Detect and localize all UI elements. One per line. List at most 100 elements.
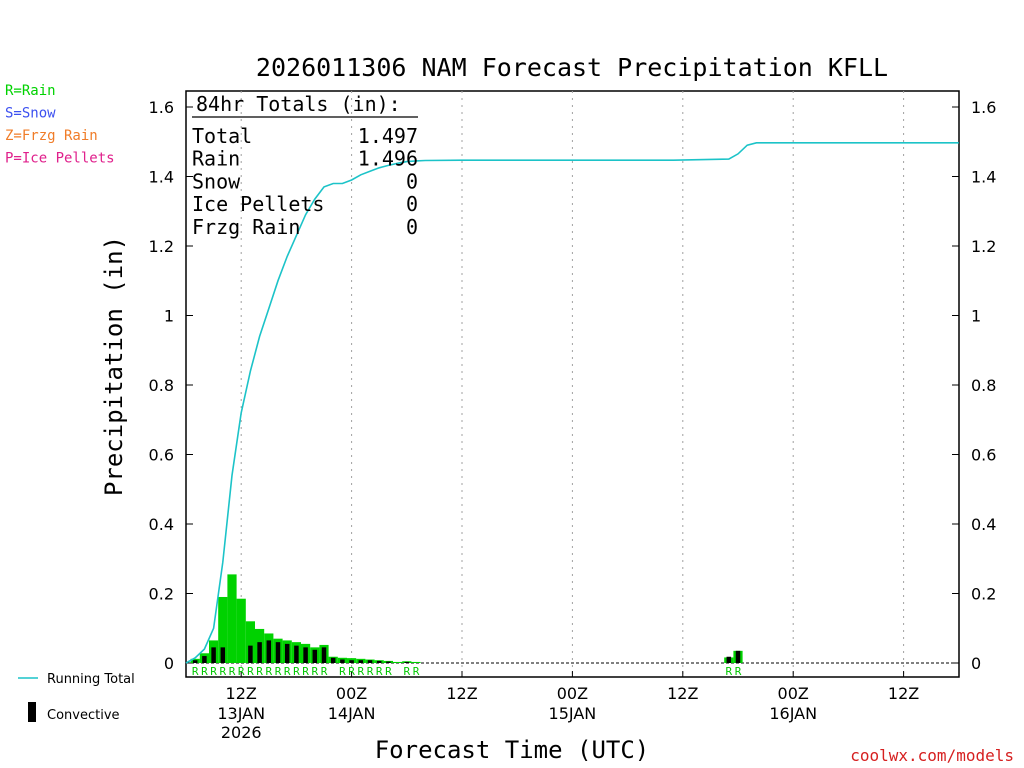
totals-row-value: 0 bbox=[406, 192, 418, 216]
precip-type-code: R bbox=[302, 665, 309, 678]
x-tick-date: 13JAN bbox=[217, 704, 265, 723]
totals-box: 84hr Totals (in): Total 1.497 Rain 1.496 Sno… bbox=[192, 92, 418, 239]
x-tick-label: 12Z bbox=[888, 684, 919, 703]
ptype-legend-item: Z=Frzg Rain bbox=[5, 128, 98, 144]
precip-bar bbox=[236, 598, 246, 663]
precip-bar bbox=[393, 661, 403, 663]
convective-bar bbox=[248, 645, 253, 663]
precip-type-code: R bbox=[367, 665, 374, 678]
precip-type-code: R bbox=[735, 665, 742, 678]
precip-type-code: R bbox=[229, 665, 236, 678]
convective-bar bbox=[192, 660, 198, 663]
x-tick-label: 12Z bbox=[667, 684, 698, 703]
precip-type-code: R bbox=[321, 665, 328, 678]
convective-bar bbox=[735, 650, 741, 663]
precip-type-code: R bbox=[311, 665, 318, 678]
y-tick-label-left: 1.6 bbox=[149, 98, 174, 117]
y-axis-title: Precipitation (in) bbox=[100, 236, 128, 496]
totals-row-value: 1.496 bbox=[358, 147, 418, 171]
running-total-line bbox=[185, 142, 959, 664]
totals-row-value: 0 bbox=[406, 169, 418, 193]
x-axis-title: Forecast Time (UTC) bbox=[375, 736, 650, 764]
convective-bar bbox=[220, 647, 226, 663]
convective-bar bbox=[211, 647, 216, 663]
y-tick-label-left: 1 bbox=[164, 307, 174, 326]
precip-type-code: R bbox=[725, 665, 732, 678]
convective-bar bbox=[349, 660, 354, 663]
precip-type-code: R bbox=[247, 665, 254, 678]
y-tick-label-left: 0.2 bbox=[149, 585, 174, 604]
convective-bar bbox=[386, 661, 391, 663]
running-total-legend-label: Running Total bbox=[47, 672, 135, 687]
y-tick-label-right: 1.2 bbox=[971, 237, 996, 256]
y-tick-label-left: 1.4 bbox=[149, 168, 174, 187]
convective-bar bbox=[404, 661, 410, 663]
totals-row-label: Rain bbox=[192, 147, 240, 171]
y-tick-label-right: 1 bbox=[971, 307, 981, 326]
y-tick-label-right: 1.4 bbox=[971, 168, 996, 187]
precip-type-code: R bbox=[256, 665, 263, 678]
x-tick-label: 00Z bbox=[778, 684, 809, 703]
precip-type-code: R bbox=[192, 665, 199, 678]
convective-bar bbox=[321, 647, 327, 663]
convective-bar bbox=[330, 657, 336, 663]
chart-title: 2026011306 NAM Forecast Precipitation KF… bbox=[256, 53, 888, 82]
convective-bar bbox=[202, 656, 207, 663]
x-tick-label: 00Z bbox=[336, 684, 367, 703]
ptype-legend: R=Rain S=Snow Z=Frzg Rain P=Ice Pellets bbox=[5, 83, 115, 167]
convective-bar bbox=[376, 660, 382, 663]
convective-legend-label: Convective bbox=[47, 708, 120, 723]
ptype-legend-item: R=Rain bbox=[5, 83, 56, 99]
precip-bar bbox=[245, 621, 255, 663]
x-tick-label: 12Z bbox=[446, 684, 477, 703]
ptype-legend-item: S=Snow bbox=[5, 106, 56, 122]
x-tick-date: 15JAN bbox=[549, 704, 597, 723]
ptype-legend-item: P=Ice Pellets bbox=[5, 151, 115, 167]
precip-bar bbox=[218, 596, 228, 663]
convective-bar bbox=[266, 640, 272, 663]
precip-type-code: R bbox=[413, 665, 420, 678]
convective-bar bbox=[340, 659, 345, 663]
precip-type-code: R bbox=[293, 665, 300, 678]
precip-type-code: R bbox=[348, 665, 355, 678]
precip-type-code: R bbox=[219, 665, 226, 678]
y-tick-label-right: 1.6 bbox=[971, 98, 996, 117]
precip-bar bbox=[411, 661, 421, 663]
totals-row-label: Ice Pellets bbox=[192, 192, 324, 216]
source-credit: coolwx.com/models bbox=[850, 746, 1014, 765]
convective-bar bbox=[726, 656, 732, 663]
convective-bar bbox=[312, 649, 318, 663]
bars bbox=[190, 574, 743, 663]
y-tick-label-left: 0.8 bbox=[149, 376, 174, 395]
y-tick-label-right: 0.6 bbox=[971, 446, 996, 465]
precip-type-code: R bbox=[357, 665, 364, 678]
convective-bar bbox=[303, 647, 308, 663]
x-tick-year: 2026 bbox=[221, 723, 262, 742]
totals-row-value: 1.497 bbox=[358, 124, 418, 148]
precip-type-code: R bbox=[376, 665, 383, 678]
convective-bar bbox=[358, 660, 364, 663]
y-axis-right: 0 0.2 0.4 0.6 0.8 1 1.2 1.4 1.6 bbox=[952, 98, 996, 673]
x-tick-label: 00Z bbox=[557, 684, 588, 703]
x-tick-date: 14JAN bbox=[328, 704, 376, 723]
precip-type-code: R bbox=[201, 665, 208, 678]
y-tick-label-right: 0.4 bbox=[971, 515, 996, 534]
x-tick-date: 16JAN bbox=[769, 704, 817, 723]
precip-type-code: R bbox=[284, 665, 291, 678]
y-tick-label-left: 0.6 bbox=[149, 446, 174, 465]
precip-type-code: R bbox=[403, 665, 410, 678]
precip-type-code: R bbox=[385, 665, 392, 678]
grid-lines bbox=[186, 91, 959, 677]
y-axis-left: 0 0.2 0.4 0.6 0.8 1 1.2 1.4 1.6 bbox=[149, 98, 193, 673]
totals-row-label: Total bbox=[192, 124, 252, 148]
y-tick-label-left: 0 bbox=[164, 654, 174, 673]
precip-type-code: R bbox=[339, 665, 346, 678]
totals-row-label: Frzg Rain bbox=[192, 215, 300, 239]
y-tick-label-right: 0.8 bbox=[971, 376, 996, 395]
precip-type-code: R bbox=[265, 665, 272, 678]
x-tick-label: 12Z bbox=[226, 684, 257, 703]
totals-row-value: 0 bbox=[406, 215, 418, 239]
convective-bar bbox=[294, 645, 299, 663]
